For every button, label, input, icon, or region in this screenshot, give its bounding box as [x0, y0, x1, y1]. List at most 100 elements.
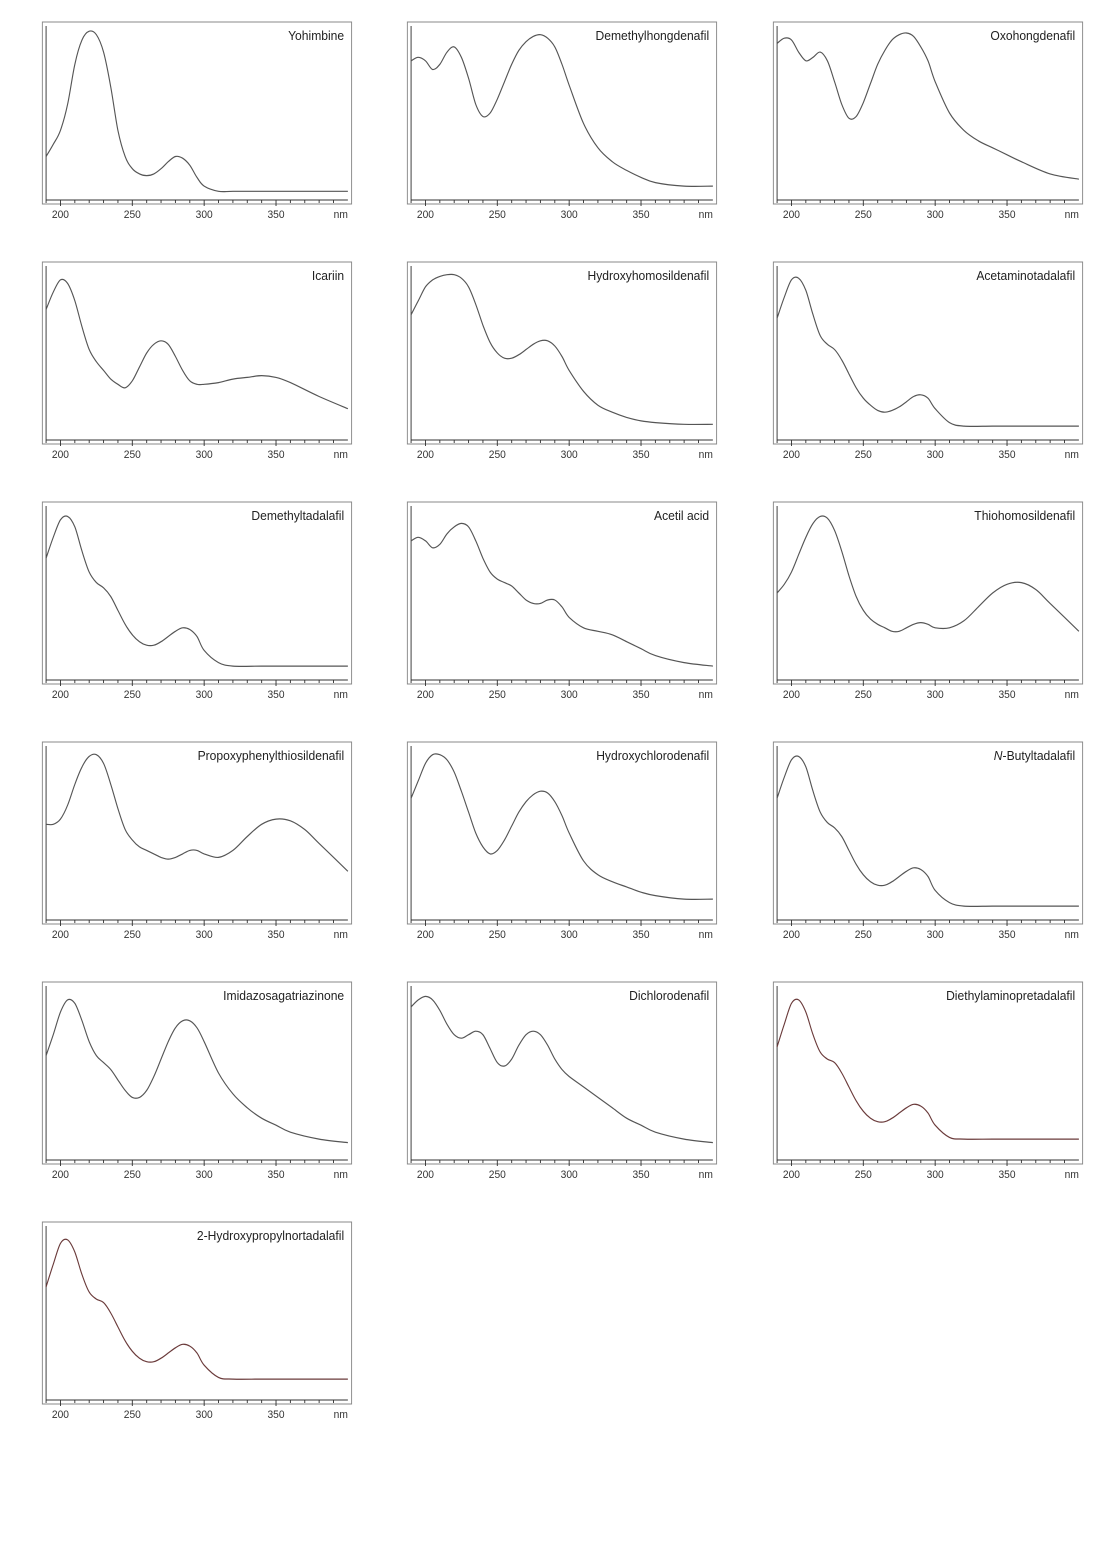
spectrum-panel: 200250300350nmThiohomosildenafil [751, 500, 1086, 710]
spectrum-chart: 200250300350nmHydroxychlorodenafil [385, 740, 720, 950]
panel-title: Hydroxychlorodenafil [597, 749, 710, 763]
spectrum-chart: 200250300350nmDiethylaminopretadalafil [751, 980, 1086, 1190]
x-tick-label: 250 [124, 1409, 141, 1421]
plot-frame [773, 262, 1082, 444]
x-tick-label: 300 [926, 449, 943, 461]
spectrum-panel: 200250300350nmImidazosagatriazinone [20, 980, 355, 1190]
panel-title: 2-Hydroxypropylnortadalafil [197, 1229, 344, 1243]
x-tick-label: 200 [783, 929, 800, 941]
spectrum-panel: 200250300350nmN-Butyltadalafil [751, 740, 1086, 950]
spectrum-panel: 200250300350nmPropoxyphenylthiosildenafi… [20, 740, 355, 950]
x-tick-label: 250 [854, 1169, 871, 1181]
x-tick-label: 300 [196, 689, 213, 701]
x-tick-label: 350 [633, 689, 650, 701]
plot-frame [773, 22, 1082, 204]
spectra-grid: 200250300350nmYohimbine200250300350nmDem… [20, 20, 1086, 1430]
x-tick-label: 200 [52, 689, 69, 701]
spectrum-chart: 200250300350nm2-Hydroxypropylnortadalafi… [20, 1220, 355, 1430]
spectrum-chart: 200250300350nmN-Butyltadalafil [751, 740, 1086, 950]
spectrum-panel: 200250300350nmIcariin [20, 260, 355, 470]
x-unit-label: nm [334, 1409, 348, 1421]
spectrum-panel: 200250300350nmYohimbine [20, 20, 355, 230]
x-unit-label: nm [1064, 929, 1078, 941]
x-unit-label: nm [1064, 689, 1078, 701]
spectrum-chart: 200250300350nmYohimbine [20, 20, 355, 230]
panel-title: Propoxyphenylthiosildenafil [198, 749, 345, 763]
x-tick-label: 200 [52, 1409, 69, 1421]
x-tick-label: 250 [489, 689, 506, 701]
spectrum-chart: 200250300350nmOxohongdenafil [751, 20, 1086, 230]
panel-title: Diethylaminopretadalafil [946, 989, 1075, 1003]
x-tick-label: 350 [267, 1169, 284, 1181]
x-tick-label: 350 [267, 689, 284, 701]
spectrum-panel: 200250300350nmOxohongdenafil [751, 20, 1086, 230]
plot-frame [42, 1222, 351, 1404]
spectrum-curve [46, 279, 348, 408]
x-tick-label: 300 [196, 1169, 213, 1181]
spectrum-chart: 200 250 300 350 nm Demethyltadalafil [20, 500, 355, 710]
x-tick-label: 350 [998, 1169, 1015, 1181]
panel-title: N-Butyltadalafil [993, 749, 1074, 763]
x-tick-label: 250 [124, 1169, 141, 1181]
x-unit-label: nm [1064, 209, 1078, 221]
x-unit-label: nm [699, 449, 713, 461]
x-unit-label: nm [699, 689, 713, 701]
x-tick-label: 200 [417, 689, 434, 701]
plot-frame [773, 742, 1082, 924]
spectrum-curve [777, 756, 1079, 906]
panel-title: Yohimbine [288, 29, 344, 43]
spectrum-curve [777, 999, 1079, 1139]
x-tick-label: 200 [783, 209, 800, 221]
panel-title: Thiohomosildenafil [974, 509, 1075, 523]
x-tick-label: 350 [267, 1409, 284, 1421]
spectrum-panel: 200250300350nmAcetaminotadalafil [751, 260, 1086, 470]
x-tick-label: 250 [854, 929, 871, 941]
x-tick-label: 250 [124, 209, 141, 221]
x-tick-label: 200 [417, 929, 434, 941]
x-tick-label: 250 [489, 929, 506, 941]
x-tick-label: 200 [52, 449, 69, 461]
spectrum-curve [46, 31, 348, 192]
panel-title: Demethyltadalafil [251, 509, 344, 523]
x-tick-label: 250 [854, 209, 871, 221]
spectrum-curve [411, 35, 713, 187]
x-tick-label: 250 [854, 689, 871, 701]
x-tick-label: 300 [196, 929, 213, 941]
spectrum-panel: 200250300350nmDiethylaminopretadalafil [751, 980, 1086, 1190]
x-tick-label: 200 [783, 689, 800, 701]
x-tick-label: 200 [417, 1169, 434, 1181]
spectrum-curve [777, 277, 1079, 426]
x-tick-label: 350 [267, 449, 284, 461]
x-unit-label: nm [699, 1169, 713, 1181]
spectrum-curve [411, 754, 713, 900]
x-tick-label: 250 [124, 449, 141, 461]
x-unit-label: nm [334, 689, 348, 701]
panel-title: Acetil acid [654, 509, 709, 523]
spectrum-curve [46, 1239, 348, 1379]
plot-frame [42, 742, 351, 924]
plot-frame [408, 502, 717, 684]
x-tick-label: 350 [633, 449, 650, 461]
x-unit-label: nm [1064, 449, 1078, 461]
spectrum-curve [46, 754, 348, 871]
x-tick-label: 300 [561, 209, 578, 221]
x-tick-label: 300 [196, 209, 213, 221]
x-tick-label: 200 [52, 209, 69, 221]
spectrum-curve [46, 999, 348, 1142]
spectrum-chart: 200250300350nmHydroxyhomosildenafil [385, 260, 720, 470]
plot-frame [42, 502, 351, 684]
plot-frame [408, 262, 717, 444]
spectrum-curve [777, 33, 1079, 179]
x-unit-label: nm [334, 929, 348, 941]
x-tick-label: 300 [196, 449, 213, 461]
x-tick-label: 250 [124, 689, 141, 701]
spectrum-chart: 200250300350nmDemethylhongdenafil [385, 20, 720, 230]
x-tick-label: 350 [267, 929, 284, 941]
x-tick-label: 300 [926, 209, 943, 221]
x-tick-label: 200 [52, 929, 69, 941]
x-unit-label: nm [1064, 1169, 1078, 1181]
x-tick-label: 200 [417, 449, 434, 461]
spectrum-panel: 200250300350nmAcetil acid [385, 500, 720, 710]
plot-frame [408, 22, 717, 204]
x-unit-label: nm [699, 929, 713, 941]
